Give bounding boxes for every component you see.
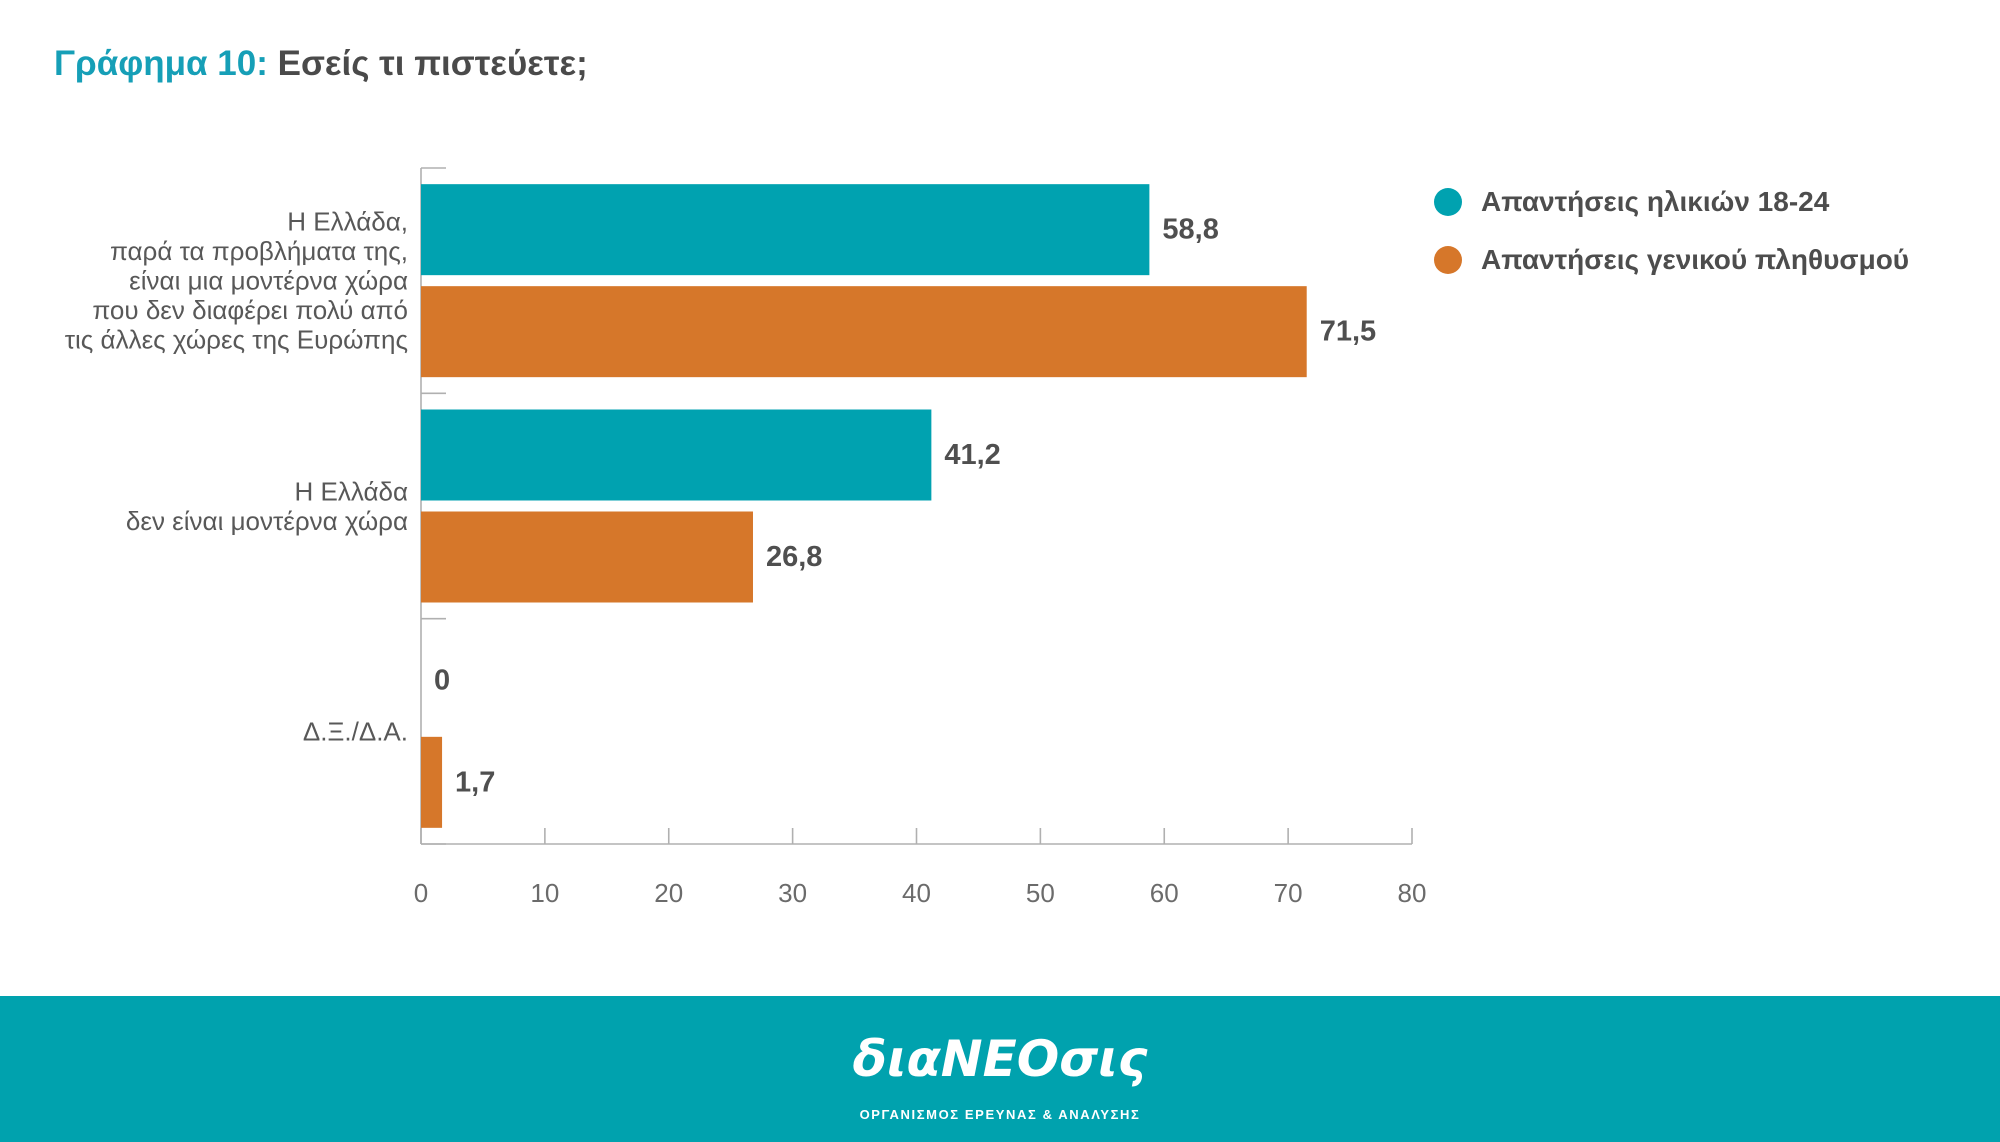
x-tick-label: 40: [902, 878, 931, 908]
value-label: 71,5: [1320, 316, 1376, 348]
value-label: 41,2: [944, 439, 1000, 471]
category-label-line: είναι μια μοντέρνα χώρα: [129, 266, 408, 296]
legend-item: Απαντήσεις ηλικιών 18-24: [1434, 182, 1909, 222]
category-label-line: παρά τα προβλήματα της,: [110, 236, 408, 266]
category-label-line: Η Ελλάδα,: [287, 207, 408, 237]
x-tick-label: 30: [778, 878, 807, 908]
category-label-line: Η Ελλάδα: [295, 476, 408, 506]
chart-title-question: Εσείς τι πιστεύετε;: [277, 44, 588, 83]
category-label: Η Ελλάδα δεν είναι μοντέρνα χώρα: [126, 476, 408, 536]
bar-series-1: [421, 184, 1150, 276]
value-label: 0: [434, 664, 450, 696]
bar-series-2: [421, 286, 1307, 378]
legend-label: Απαντήσεις ηλικιών 18-24: [1481, 186, 1830, 217]
brand-tagline: ΟΡΓΑΝΙΣΜΟΣ ΕΡΕΥΝΑΣ & ΑΝΑΛΥΣΗΣ: [859, 1107, 1141, 1122]
category-label-line: Δ.Ξ./Δ.Α.: [303, 716, 408, 746]
value-label: 58,8: [1162, 214, 1218, 246]
legend-label: Απαντήσεις γενικού πληθυσμού: [1481, 244, 1910, 275]
x-tick-label: 70: [1274, 878, 1303, 908]
bar-series-1: [421, 409, 932, 501]
x-tick-label: 80: [1398, 878, 1427, 908]
bar-chart: 0 10 20 30 40 50 60 70 80 58,8 71,5 41,2 26,8 0 1,7 Η Ε…: [65, 167, 1427, 908]
category-label: Δ.Ξ./Δ.Α.: [303, 716, 408, 746]
legend-item: Απαντήσεις γενικού πληθυσμού: [1434, 240, 1909, 280]
x-tick-label: 50: [1026, 878, 1055, 908]
category-label: Η Ελλάδα, παρά τα προβλήματα της, είναι μι…: [65, 207, 408, 355]
bars: 58,8 71,5 41,2 26,8 0 1,7: [421, 184, 1376, 828]
brand-logo: διαNEOσις: [852, 1030, 1148, 1088]
x-tick-label: 0: [414, 878, 428, 908]
category-label-line: δεν είναι μοντέρνα χώρα: [126, 506, 408, 536]
value-label: 1,7: [455, 766, 495, 798]
bar-series-2: [421, 511, 753, 603]
legend: Απαντήσεις ηλικιών 18-24 Απαντήσεις γενι…: [1434, 182, 1909, 298]
chart-title: Γράφημα 10: Εσείς τι πιστεύετε;: [54, 40, 588, 88]
bar-series-2: [421, 736, 443, 828]
x-tick-label: 60: [1150, 878, 1179, 908]
x-tick-label: 20: [654, 878, 683, 908]
chart-title-label: Γράφημα 10:: [54, 44, 268, 83]
x-tick-label: 10: [530, 878, 559, 908]
legend-swatch-circle-icon: [1434, 246, 1462, 274]
category-label-line: που δεν διαφέρει πολύ από: [92, 295, 408, 325]
value-label: 26,8: [766, 541, 822, 573]
footer-bar: διαNEOσις ΟΡΓΑΝΙΣΜΟΣ ΕΡΕΥΝΑΣ & ΑΝΑΛΥΣΗΣ: [0, 996, 2000, 1142]
legend-swatch-circle-icon: [1434, 188, 1462, 216]
axes: 0 10 20 30 40 50 60 70 80: [414, 167, 1427, 908]
category-label-line: τις άλλες χώρες της Ευρώπης: [65, 325, 408, 355]
